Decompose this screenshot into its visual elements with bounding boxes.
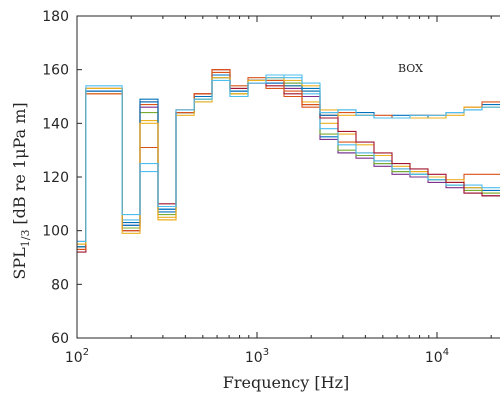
y-tick-label: 120 xyxy=(42,170,69,186)
y-tick-label: 160 xyxy=(42,63,69,79)
series-line-10 xyxy=(77,77,500,245)
y-tick-label: 140 xyxy=(42,116,69,132)
x-tick-label: 103 xyxy=(245,347,269,366)
series-line-5 xyxy=(77,77,500,248)
y-axis-label-subscript: 1/3 xyxy=(19,230,32,248)
y-axis-label-tail: [dB re 1μPa m] xyxy=(10,102,29,224)
y-axis-label-main: SPL xyxy=(10,247,29,280)
axes-layer: 60 80 100 120 140 160 180 102 103 104 xyxy=(42,9,500,366)
series-layer xyxy=(77,69,500,253)
series-line-6 xyxy=(77,74,500,245)
y-tick-label: 60 xyxy=(51,331,69,347)
series-line-8 xyxy=(77,74,500,248)
y-tick-label: 180 xyxy=(42,9,69,25)
series-line-11 xyxy=(77,74,500,242)
annotation-box: BOX xyxy=(398,62,423,75)
x-axis-label: Frequency [Hz] xyxy=(223,373,350,392)
y-tick-label: 100 xyxy=(42,224,69,240)
series-line-4 xyxy=(77,74,500,242)
y-tick-label: 80 xyxy=(51,277,69,293)
x-tick-label: 102 xyxy=(65,347,89,366)
x-tick-label: 104 xyxy=(425,347,449,366)
series-line-7 xyxy=(77,69,500,253)
series-line-3 xyxy=(77,74,500,245)
y-axis-label: SPL1/3 [dB re 1μPa m] xyxy=(10,102,32,279)
series-line-1 xyxy=(77,77,500,248)
